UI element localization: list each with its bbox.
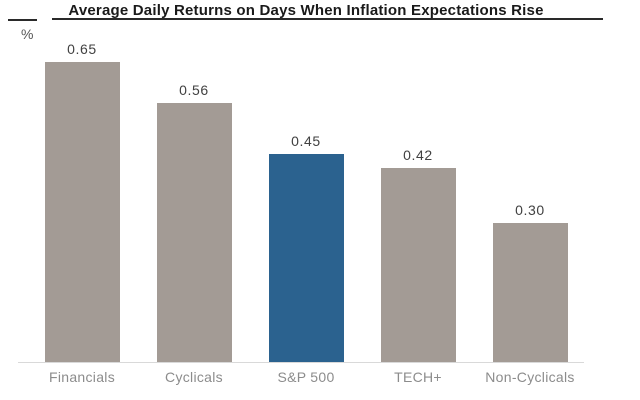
plot-area: 0.65 0.56 0.45 0.42 0.30 — [26, 18, 586, 362]
title-rule-left-segment — [8, 19, 37, 21]
bar-slot-financials: 0.65 — [26, 18, 138, 362]
bar-financials — [44, 62, 120, 362]
bar-slot-s-p-500: 0.45 — [250, 18, 362, 362]
category-label-s-p-500: S&P 500 — [277, 369, 335, 385]
bar-cyclicals — [156, 103, 232, 362]
y-axis-unit-label: % — [21, 26, 34, 42]
x-axis-line — [18, 362, 584, 363]
bar-value-label-tech: 0.42 — [403, 147, 433, 163]
bar-value-label-s-p-500: 0.45 — [291, 133, 321, 149]
category-label-cyclicals: Cyclicals — [165, 369, 223, 385]
bar-slot-cyclicals: 0.56 — [138, 18, 250, 362]
bar-tech — [380, 168, 456, 362]
category-label-financials: Financials — [48, 369, 116, 385]
bar-value-label-non-cyclicals: 0.30 — [515, 202, 545, 218]
bar-non-cyclicals — [492, 223, 568, 362]
category-labels-row: Financials Cyclicals S&P 500 TECH+ Non-Cycli… — [26, 369, 586, 385]
bar-value-label-financials: 0.65 — [67, 41, 97, 57]
chart-title: Average Daily Returns on Days When Infla… — [68, 2, 544, 19]
bar-s-p-500 — [268, 154, 344, 362]
title-rule — [52, 18, 603, 20]
bar-slot-non-cyclicals: 0.30 — [474, 18, 586, 362]
bar-value-label-cyclicals: 0.56 — [179, 82, 209, 98]
category-label-non-cyclicals: Non-Cyclicals — [485, 369, 575, 385]
bar-slot-tech: 0.42 — [362, 18, 474, 362]
category-label-tech: TECH+ — [394, 369, 442, 385]
